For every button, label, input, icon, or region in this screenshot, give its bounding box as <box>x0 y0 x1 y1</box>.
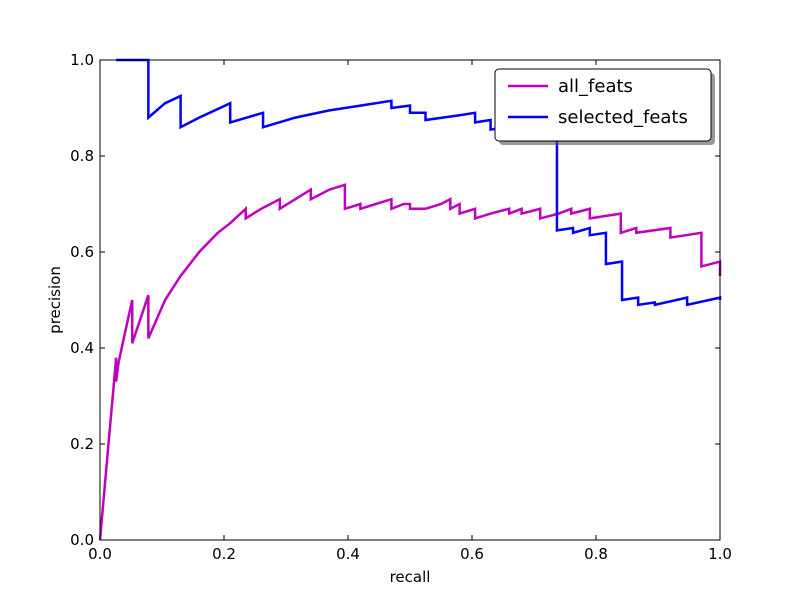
tick-layer: 0.0 0.2 0.4 0.6 0.8 1.0 0.0 0.2 0.4 0.6 0.8 1.0 <box>70 51 732 563</box>
x-axis-label: recall <box>390 568 431 586</box>
series-layer <box>98 58 722 541</box>
legend: all_feats selected_feats <box>494 68 715 145</box>
y-tick-label: 0.0 <box>70 531 94 549</box>
y-tick-label: 0.4 <box>70 339 94 357</box>
y-axis-label: precision <box>46 266 64 334</box>
series-line-selected-feats <box>116 58 722 307</box>
x-tick-label: 0.0 <box>88 545 112 563</box>
x-tick-label: 0.2 <box>212 545 236 563</box>
legend-label-all-feats: all_feats <box>558 76 633 97</box>
x-tick-label: 0.4 <box>336 545 360 563</box>
legend-label-selected-feats: selected_feats <box>558 107 688 128</box>
y-tick-label: 0.6 <box>70 243 94 261</box>
series-line-all-feats <box>98 183 722 541</box>
plot-frame <box>99 59 721 541</box>
legend-box <box>494 68 712 142</box>
x-tick-label: 0.8 <box>584 545 608 563</box>
y-tick-label: 0.2 <box>70 435 94 453</box>
y-tick-label: 0.8 <box>70 147 94 165</box>
x-tick-label: 0.6 <box>460 545 484 563</box>
y-tick-label: 1.0 <box>70 51 94 69</box>
x-tick-label: 1.0 <box>708 545 732 563</box>
